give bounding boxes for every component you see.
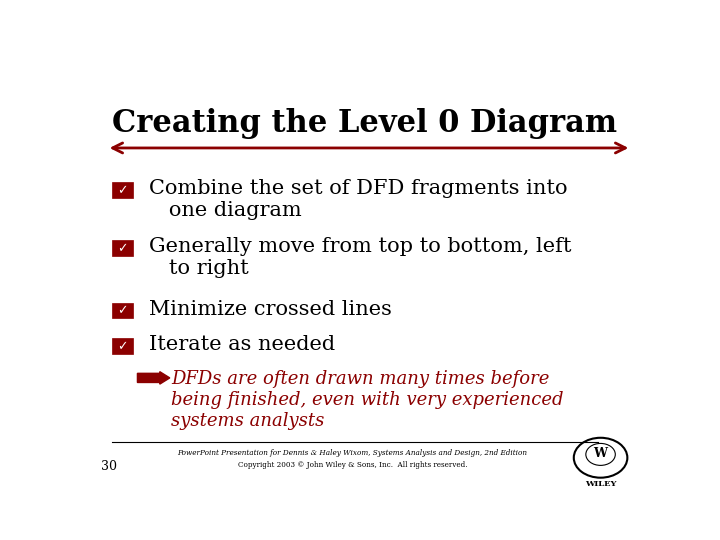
FancyBboxPatch shape — [112, 302, 133, 319]
Text: WILEY: WILEY — [585, 480, 616, 488]
Text: Generally move from top to bottom, left
   to right: Generally move from top to bottom, left … — [148, 238, 571, 278]
Text: PowerPoint Presentation for Dennis & Haley Wixom, Systems Analysis and Design, 2: PowerPoint Presentation for Dennis & Hal… — [177, 449, 527, 457]
FancyBboxPatch shape — [112, 338, 133, 354]
Text: Iterate as needed: Iterate as needed — [148, 335, 335, 354]
Text: DFDs are often drawn many times before
being finished, even with very experience: DFDs are often drawn many times before b… — [171, 370, 564, 430]
Text: Minimize crossed lines: Minimize crossed lines — [148, 300, 392, 319]
Text: Combine the set of DFD fragments into
   one diagram: Combine the set of DFD fragments into on… — [148, 179, 567, 220]
FancyArrow shape — [138, 372, 170, 384]
Text: ✓: ✓ — [117, 184, 127, 197]
FancyBboxPatch shape — [112, 240, 133, 256]
Text: W: W — [593, 447, 608, 460]
Text: ✓: ✓ — [117, 340, 127, 353]
Text: Creating the Level 0 Diagram: Creating the Level 0 Diagram — [112, 109, 618, 139]
Text: 30: 30 — [101, 460, 117, 473]
FancyBboxPatch shape — [112, 182, 133, 198]
Text: ✓: ✓ — [117, 242, 127, 255]
Text: ✓: ✓ — [117, 305, 127, 318]
Text: Copyright 2003 © John Wiley & Sons, Inc.  All rights reserved.: Copyright 2003 © John Wiley & Sons, Inc.… — [238, 461, 467, 469]
